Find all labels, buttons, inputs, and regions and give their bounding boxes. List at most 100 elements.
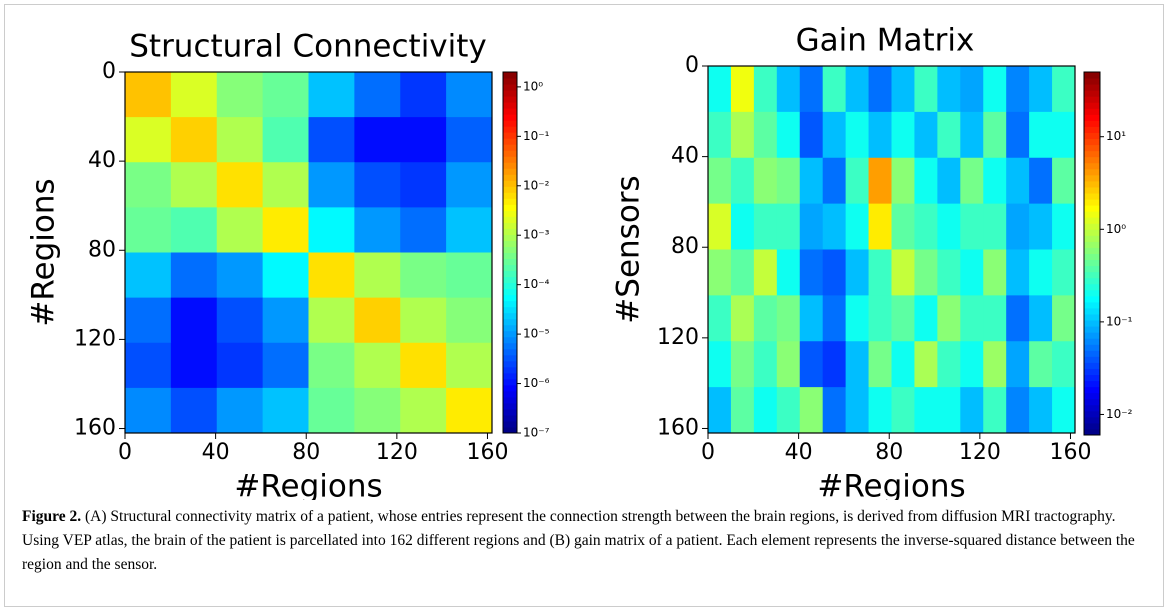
heatmap-cell: [446, 297, 493, 344]
colorbar-segment: [1084, 150, 1100, 158]
heatmap-cell: [845, 66, 870, 113]
heatmap-cell: [446, 117, 493, 163]
heatmap-cell: [937, 295, 961, 342]
colorbar-tick-label: 10⁰: [523, 79, 543, 93]
colorbar-segment: [1084, 398, 1100, 406]
heatmap-cell: [868, 111, 892, 159]
heatmap-cell: [753, 387, 778, 434]
colorbar-segment: [1084, 332, 1100, 339]
heatmap-cell: [891, 295, 915, 342]
colorbar-segment: [1084, 132, 1100, 140]
colorbar-segment: [503, 354, 517, 362]
heatmap-cell: [891, 387, 915, 434]
colorbar-segment: [503, 132, 517, 139]
y-tick-label: 80: [88, 237, 116, 262]
colorbar-segment: [503, 252, 517, 260]
heatmap-cell: [960, 157, 984, 205]
heatmap-cell: [262, 297, 309, 344]
heatmap-cell: [937, 111, 961, 159]
colorbar-segment: [1084, 108, 1100, 115]
colorbar-segment: [503, 330, 517, 338]
heatmap-cell: [170, 297, 218, 344]
colorbar-segment: [503, 228, 517, 235]
chart-title: Structural Connectivity: [129, 29, 487, 65]
heatmap-cell: [125, 342, 172, 389]
colorbar-segment: [1084, 253, 1100, 261]
x-tick-label: 40: [202, 440, 230, 465]
colorbar-segment: [503, 126, 517, 133]
colorbar-segment: [503, 258, 517, 266]
x-tick-label: 120: [376, 440, 418, 465]
colorbar-segment: [1084, 205, 1100, 212]
heatmap-cell: [730, 111, 755, 159]
y-tick-label: 120: [657, 325, 699, 350]
heatmap-cell: [1029, 249, 1053, 296]
colorbar-segment: [1084, 368, 1100, 375]
colorbar-tick-label: 10⁻¹: [1106, 314, 1133, 328]
colorbar-segment: [1084, 126, 1100, 133]
heatmap-cell: [799, 249, 824, 296]
heatmap-cell: [354, 387, 401, 434]
axes-frame: [707, 65, 1076, 434]
heatmap-cell: [822, 295, 847, 342]
colorbar-segment: [503, 402, 517, 410]
heatmap-cell: [891, 203, 915, 250]
colorbar-segment: [1084, 193, 1100, 200]
colorbar-segment: [1084, 392, 1100, 400]
heatmap-cell: [983, 341, 1007, 388]
heatmap-cell: [1029, 341, 1053, 388]
heatmap-cell: [845, 341, 870, 388]
heatmap-cell: [983, 203, 1007, 250]
y-axis-label: #Regions: [26, 178, 62, 326]
colorbar-segment: [503, 120, 517, 127]
heatmap-cell: [937, 203, 961, 250]
heatmap-cell: [891, 111, 915, 159]
heatmap-cell: [845, 157, 870, 205]
colorbar-segment: [503, 378, 517, 386]
colorbar-segment: [1084, 235, 1100, 242]
heatmap-cell: [400, 342, 447, 389]
colorbar-segment: [503, 324, 517, 332]
heatmap-cell: [708, 111, 732, 159]
heatmap-cell: [308, 252, 355, 299]
heatmap-cell: [1052, 111, 1076, 159]
heatmap-cell: [753, 157, 778, 205]
colorbar-segment: [503, 342, 517, 350]
colorbar-segment: [503, 96, 517, 103]
heatmap-cell: [753, 111, 778, 159]
heatmap-cell: [822, 387, 847, 434]
heatmap-cell: [446, 72, 493, 118]
heatmap-cell: [937, 157, 961, 205]
x-tick-label: 80: [292, 440, 320, 465]
heatmap-cell: [446, 252, 493, 299]
colorbar-segment: [503, 108, 517, 115]
heatmap-cell: [1006, 295, 1030, 342]
colorbar-segment: [1084, 374, 1100, 382]
heatmap-cell: [822, 111, 847, 159]
colorbar-segment: [1084, 386, 1100, 394]
heatmap-cell: [891, 66, 915, 113]
heatmap-cell: [262, 207, 309, 253]
colorbar-segment: [1084, 168, 1100, 176]
colorbar-segment: [1084, 96, 1100, 103]
colorbar-segment: [1084, 217, 1100, 224]
heatmap-cell: [708, 157, 732, 205]
heatmap-cell: [868, 157, 892, 205]
heatmap-cell: [1052, 157, 1076, 205]
heatmap-cell: [730, 203, 755, 250]
heatmap-cell: [308, 117, 355, 163]
heatmap-cell: [708, 203, 732, 250]
colorbar-segment: [503, 372, 517, 380]
x-tick-label: 160: [1049, 440, 1091, 465]
heatmap-cell: [845, 295, 870, 342]
caption: Figure 2. (A) Structural connectivity ma…: [22, 505, 1152, 577]
heatmap-cell: [983, 387, 1007, 434]
colorbar-segment: [503, 264, 517, 272]
heatmap-cell: [776, 203, 801, 250]
colorbar-segment: [503, 144, 517, 151]
colorbar-segment: [503, 90, 517, 97]
colorbar-segment: [503, 192, 517, 199]
colorbar-segment: [503, 114, 517, 121]
colorbar-segment: [1084, 138, 1100, 146]
heatmap-cell: [400, 207, 447, 253]
